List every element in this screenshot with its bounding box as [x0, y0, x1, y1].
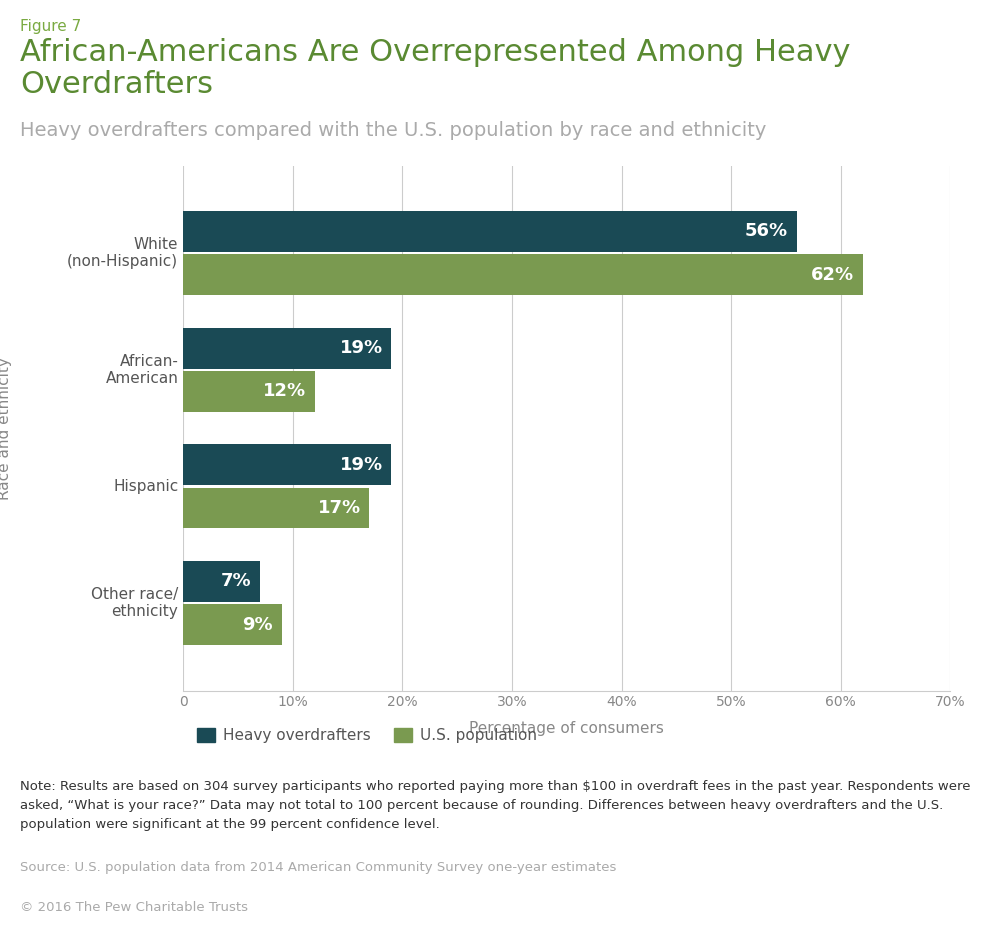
Y-axis label: Race and ethnicity: Race and ethnicity — [0, 357, 12, 499]
Bar — [183, 327, 391, 369]
Text: 7%: 7% — [221, 572, 251, 590]
Bar — [183, 211, 797, 252]
Text: Note: Results are based on 304 survey participants who reported paying more than: Note: Results are based on 304 survey pa… — [20, 780, 970, 832]
Text: African-Americans Are Overrepresented Among Heavy
Overdrafters: African-Americans Are Overrepresented Am… — [20, 38, 850, 99]
Text: 19%: 19% — [340, 340, 382, 358]
Legend: Heavy overdrafters, U.S. population: Heavy overdrafters, U.S. population — [191, 722, 543, 749]
X-axis label: Percentage of consumers: Percentage of consumers — [469, 721, 664, 736]
Bar — [183, 561, 259, 602]
Text: 9%: 9% — [243, 616, 273, 634]
Text: Heavy overdrafters compared with the U.S. population by race and ethnicity: Heavy overdrafters compared with the U.S… — [20, 121, 766, 140]
Bar — [183, 604, 282, 645]
Bar — [183, 371, 315, 412]
Text: 17%: 17% — [318, 499, 360, 517]
Bar — [183, 445, 391, 485]
Bar — [183, 487, 369, 529]
Text: 56%: 56% — [745, 222, 788, 240]
Text: Source: U.S. population data from 2014 American Community Survey one-year estima: Source: U.S. population data from 2014 A… — [20, 861, 616, 874]
Text: © 2016 The Pew Charitable Trusts: © 2016 The Pew Charitable Trusts — [20, 901, 248, 914]
Text: 19%: 19% — [340, 456, 382, 474]
Text: Figure 7: Figure 7 — [20, 19, 81, 34]
Text: 12%: 12% — [262, 382, 306, 400]
Text: 62%: 62% — [811, 266, 854, 284]
Bar — [183, 254, 862, 295]
